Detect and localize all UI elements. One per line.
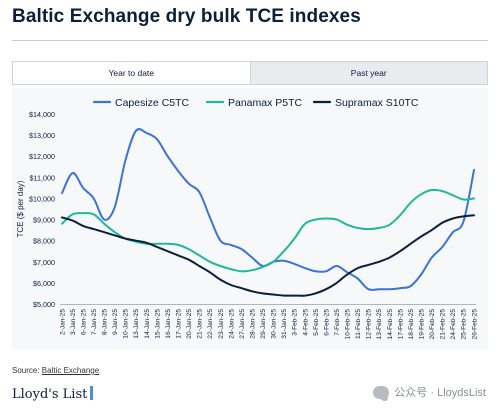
x-tick-label: 11-Feb-25 — [355, 309, 362, 339]
page-title: Baltic Exchange dry bulk TCE indexes — [12, 6, 361, 27]
x-tick-label: 22-Jan-25 — [207, 309, 214, 339]
x-tick-label: 13-Feb-25 — [376, 309, 383, 340]
y-tick-label: $6,000 — [33, 279, 55, 288]
brand-logo-text: Lloyd's List — [12, 387, 88, 402]
x-tick-label: 19-Feb-25 — [418, 309, 425, 340]
y-tick-label: $14,000 — [29, 110, 55, 119]
x-tick-label: 17-Feb-25 — [397, 309, 404, 340]
tab-past-year[interactable]: Past year — [250, 62, 487, 84]
x-tick-label: 14-Jan-25 — [144, 309, 151, 339]
y-tick-label: $13,000 — [29, 131, 55, 140]
legend-label-0: Capesize C5TC — [115, 97, 190, 109]
y-tick-label: $5,000 — [33, 300, 55, 309]
y-axis-label: TCE ($ per day) — [16, 180, 25, 237]
x-tick-label: 10-Feb-25 — [345, 309, 352, 340]
x-tick-label: 2-Jan-25 — [59, 309, 66, 335]
wechat-icon — [373, 385, 390, 401]
x-tick-label: 8-Jan-25 — [102, 309, 109, 335]
x-tick-label: 15-Jan-25 — [154, 309, 161, 339]
y-tick-label: $8,000 — [33, 237, 55, 246]
x-tick-label: 18-Feb-25 — [408, 309, 415, 340]
brand-mark-icon — [90, 386, 94, 400]
legend-label-2: Supramax S10TC — [335, 97, 419, 109]
y-tick-label: $7,000 — [33, 258, 55, 267]
x-tick-label: 13-Jan-25 — [133, 309, 140, 339]
x-tick-label: 21-Feb-25 — [440, 309, 447, 340]
series-line-2 — [61, 214, 475, 297]
source-label: Source: — [12, 366, 42, 375]
x-tick-label: 6-Jan-25 — [80, 309, 87, 335]
line-chart: Capesize C5TC Panamax P5TC Supramax S10TC T… — [16, 97, 478, 340]
x-tick-label: 27-Jan-25 — [239, 309, 246, 339]
x-tick-label: 3-Feb-25 — [292, 309, 299, 336]
x-tick-label: 6-Feb-25 — [323, 309, 330, 336]
title-divider — [12, 40, 488, 41]
x-tick-label: 14-Feb-25 — [387, 309, 394, 340]
x-tick-label: 10-Jan-25 — [123, 309, 130, 339]
source-link[interactable]: Baltic Exchange — [41, 366, 100, 375]
x-tick-label: 28-Jan-25 — [249, 309, 256, 339]
x-tick-label: 7-Feb-25 — [334, 309, 341, 336]
x-tick-label: 25-Feb-25 — [461, 309, 468, 340]
chart-area: Capesize C5TC Panamax P5TC Supramax S10TC T… — [12, 88, 488, 350]
x-tick-label: 3-Jan-25 — [70, 309, 77, 335]
x-tick-label: 24-Feb-25 — [450, 309, 457, 340]
x-tick-label: 4-Feb-25 — [302, 309, 309, 336]
x-tick-label: 29-Jan-25 — [260, 309, 267, 339]
x-tick-label: 16-Jan-25 — [165, 309, 172, 339]
tab-year-to-date[interactable]: Year to date — [13, 62, 251, 84]
legend-label-1: Panamax P5TC — [228, 97, 303, 109]
brand-logo: Lloyd's List — [12, 386, 94, 402]
y-tick-label: $9,000 — [33, 216, 55, 225]
y-tick-label: $10,000 — [29, 194, 55, 203]
watermark: 公众号 · LloydsList — [373, 384, 486, 401]
x-tick-label: 5-Feb-25 — [313, 309, 320, 336]
y-tick-label: $12,000 — [29, 152, 55, 161]
tab-bar: Year to date Past year — [12, 61, 488, 85]
series-line-1 — [61, 188, 475, 273]
y-tick-label: $11,000 — [30, 173, 55, 182]
x-tick-label: 24-Jan-25 — [228, 309, 235, 339]
x-tick-label: 17-Jan-25 — [176, 309, 183, 339]
x-tick-label: 31-Jan-25 — [281, 309, 288, 339]
x-tick-label: 12-Feb-25 — [366, 309, 373, 340]
source-note: Source: Baltic Exchange — [12, 366, 99, 375]
x-tick-label: 9-Jan-25 — [112, 309, 119, 335]
x-tick-label: 7-Jan-25 — [91, 309, 98, 335]
x-tick-label: 23-Jan-25 — [218, 309, 225, 339]
x-tick-label: 20-Feb-25 — [429, 309, 436, 340]
x-tick-label: 21-Jan-25 — [197, 309, 204, 339]
x-tick-label: 26-Feb-25 — [471, 309, 478, 340]
x-tick-label: 20-Jan-25 — [186, 309, 193, 339]
watermark-text: 公众号 · LloydsList — [394, 387, 486, 399]
x-tick-label: 30-Jan-25 — [271, 309, 278, 339]
